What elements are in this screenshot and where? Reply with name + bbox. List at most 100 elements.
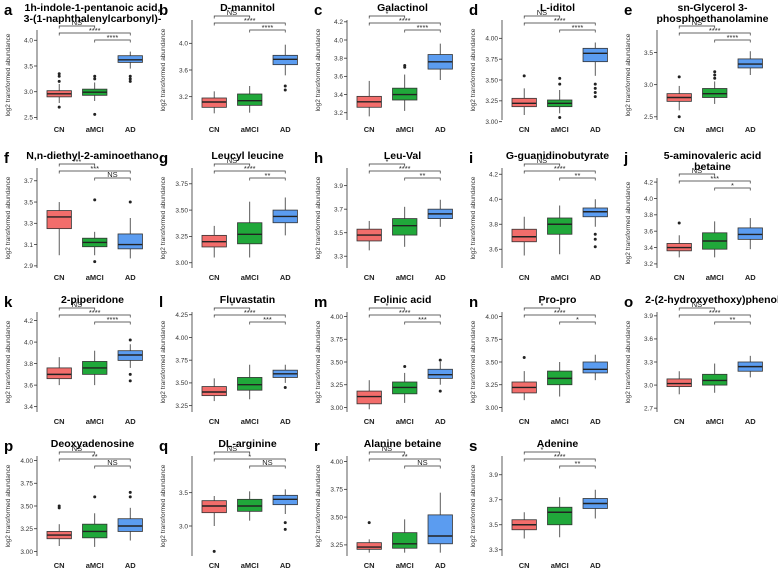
- significance-label: *: [731, 181, 734, 190]
- outlier-point: [283, 385, 287, 389]
- box-body: [392, 532, 418, 549]
- y-tick-label: 4.0: [24, 339, 33, 346]
- y-axis-label: log2 transformed abundance: [160, 464, 167, 547]
- box-amci: [392, 365, 418, 403]
- box-amci: [547, 205, 573, 255]
- significance-label: NS: [692, 300, 702, 309]
- significance-bracket: ****: [523, 452, 596, 462]
- y-tick-label: 3.25: [330, 542, 343, 549]
- y-axis-label: log2 transformed abundance: [5, 33, 12, 116]
- y-tick-label: 3.0: [24, 89, 33, 96]
- panel-title: sn-Glycerol 3-: [677, 2, 748, 14]
- y-tick-label: 3.25: [330, 382, 343, 389]
- y-tick-label: 3.0: [644, 382, 653, 389]
- significance-bracket: **: [559, 171, 596, 181]
- y-axis-label: log2 transformed abundance: [315, 28, 322, 111]
- bracket-line: [94, 465, 131, 469]
- box-ad: [737, 218, 763, 250]
- significance-label: ****: [399, 164, 411, 173]
- significance-bracket: *: [368, 301, 406, 311]
- x-tick-label: AD: [280, 417, 291, 426]
- outlier-point: [438, 358, 442, 362]
- box-amci: [547, 76, 573, 119]
- box-cn: [46, 504, 72, 546]
- box-cn: [511, 216, 537, 256]
- bracket-line: [368, 314, 441, 318]
- panel-letter: s: [469, 438, 477, 455]
- y-tick-label: 3.0: [644, 82, 653, 89]
- box-cn: [511, 512, 537, 539]
- box-ad: [117, 490, 143, 541]
- bracket-line: [94, 321, 131, 325]
- box-ad: [737, 355, 763, 378]
- box-amci: [82, 495, 108, 547]
- y-axis-label: log2 transformed abundance: [160, 320, 167, 403]
- panel-m: m Folinic acid log2 transformed abundance 3…: [314, 294, 453, 426]
- outlier-point: [593, 95, 597, 99]
- box-body: [46, 367, 72, 380]
- bracket-line: [58, 307, 96, 311]
- x-tick-label: aMCI: [396, 273, 414, 282]
- x-tick-label: AD: [125, 561, 136, 570]
- panel-letter: m: [314, 294, 327, 311]
- box-ad: [117, 51, 143, 83]
- outlier-point: [593, 232, 597, 236]
- significance-label: NS: [72, 300, 82, 309]
- panel-l: l Fluvastatin log2 transformed abundance 3.…: [159, 294, 298, 426]
- significance-label: ****: [89, 308, 101, 317]
- x-tick-label: aMCI: [706, 273, 724, 282]
- panel-letter: f: [4, 150, 10, 167]
- significance-label: ***: [73, 157, 82, 166]
- outlier-point: [128, 379, 132, 383]
- significance-label: NS: [537, 156, 547, 165]
- x-tick-label: AD: [590, 273, 601, 282]
- outlier-point: [128, 495, 132, 499]
- significance-label: ****: [572, 23, 584, 32]
- y-tick-label: 2.5: [24, 115, 33, 122]
- box-cn: [356, 380, 382, 410]
- significance-label: ****: [709, 26, 721, 35]
- panel-letter: o: [624, 294, 633, 311]
- bracket-line: [249, 177, 286, 181]
- significance-bracket: ****: [523, 308, 596, 318]
- x-tick-label: CN: [209, 125, 220, 134]
- outlier-point: [57, 105, 61, 109]
- panel-title: D-mannitol: [220, 2, 275, 14]
- panel-letter: r: [314, 438, 320, 455]
- significance-label: NS: [262, 458, 272, 467]
- outlier-point: [93, 495, 97, 499]
- significance-label: **: [420, 171, 426, 180]
- significance-label: **: [575, 459, 581, 468]
- x-tick-label: CN: [519, 273, 530, 282]
- significance-label: *: [385, 301, 388, 310]
- x-tick-label: aMCI: [396, 125, 414, 134]
- panel-letter: n: [469, 294, 478, 311]
- significance-bracket: NS: [678, 300, 716, 311]
- significance-bracket: ****: [523, 16, 596, 26]
- outlier-point: [128, 200, 132, 204]
- y-tick-label: 3.6: [489, 247, 498, 254]
- y-axis-label: log2 transformed abundance: [315, 176, 322, 259]
- significance-label: ***: [418, 315, 427, 324]
- y-tick-label: 4.00: [330, 314, 343, 321]
- significance-label: NS: [537, 8, 547, 17]
- box-ad: [582, 199, 608, 249]
- y-tick-label: 4.00: [20, 458, 33, 465]
- significance-bracket: ***: [58, 157, 96, 167]
- box-cn: [46, 72, 72, 109]
- panel-title: G-guanidinobutyrate: [506, 150, 609, 162]
- x-tick-label: CN: [364, 273, 375, 282]
- panel-q: q DL-arginine log2 transformed abundance 3.…: [159, 438, 298, 570]
- y-tick-label: 3.2: [644, 261, 653, 268]
- significance-label: **: [730, 315, 736, 324]
- significance-bracket: *: [213, 452, 286, 462]
- box-ad: [582, 489, 608, 519]
- y-tick-label: 3.50: [485, 77, 498, 84]
- bracket-line: [714, 39, 751, 43]
- significance-bracket: ****: [368, 16, 441, 26]
- significance-label: ****: [107, 315, 119, 324]
- panel-letter: i: [469, 150, 473, 167]
- significance-bracket: NS: [58, 300, 96, 311]
- significance-label: NS: [382, 444, 392, 453]
- significance-bracket: ****: [213, 164, 286, 174]
